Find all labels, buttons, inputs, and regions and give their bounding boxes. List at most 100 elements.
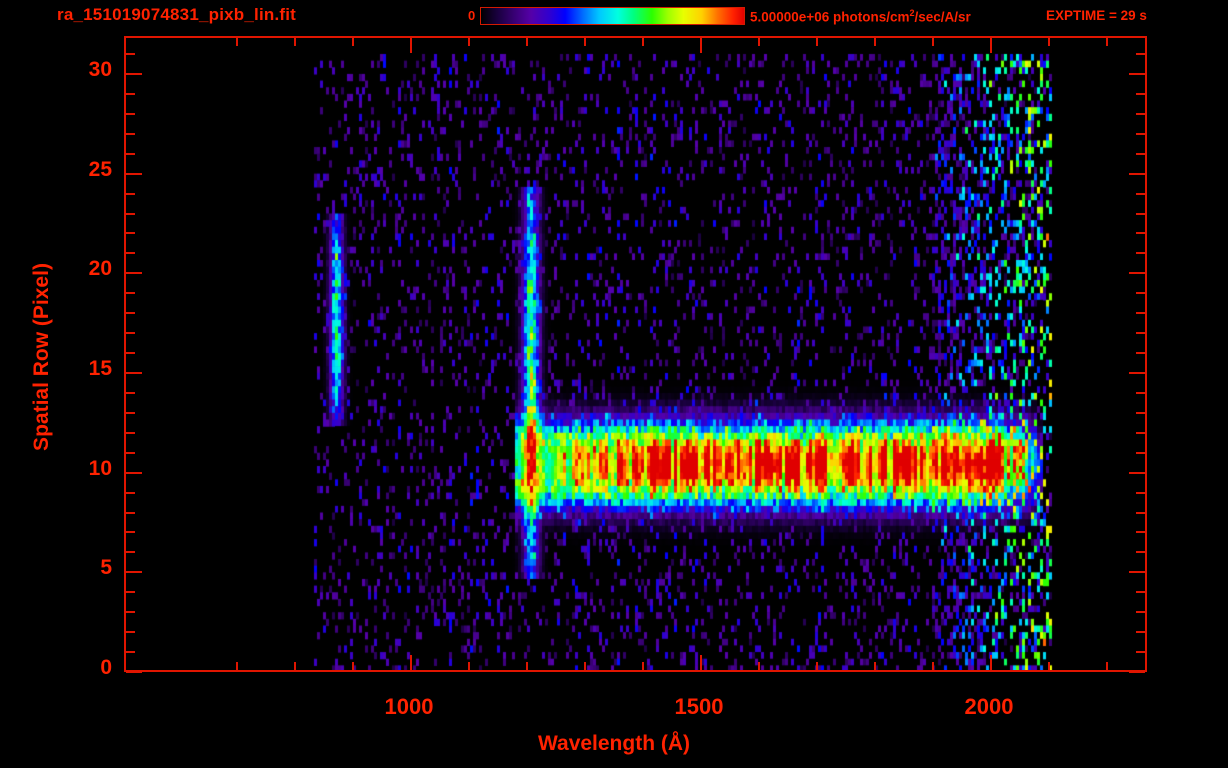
x-tick-top-700 — [236, 38, 238, 46]
colorbar-max-value: 5.00000e+06 — [750, 9, 830, 25]
colorbar-max-label: 5.00000e+06 photons/cm2/sec/A/sr — [750, 8, 971, 25]
y-tick-label-20: 20 — [88, 257, 112, 281]
y-tick-right-14 — [1136, 391, 1145, 394]
colorbar-min-label: 0 — [468, 8, 476, 23]
y-tick-23 — [126, 212, 135, 215]
y-tick-5 — [126, 571, 142, 574]
y-tick-right-31 — [1136, 53, 1145, 56]
x-tick-1500 — [700, 655, 702, 670]
y-tick-7 — [126, 531, 135, 534]
x-axis-title: Wavelength (Å) — [537, 732, 691, 755]
y-tick-right-10 — [1129, 471, 1145, 474]
y-tick-19 — [126, 292, 135, 295]
x-tick-top-2100 — [1048, 38, 1050, 46]
y-tick-17 — [126, 332, 135, 335]
x-tick-2000 — [990, 655, 992, 670]
colorbar-units-pre: photons/cm — [829, 9, 910, 25]
y-tick-right-28 — [1136, 112, 1145, 115]
colorbar-units-post: /sec/A/sr — [914, 9, 971, 25]
colorbar-units-exponent: 2 — [909, 8, 915, 18]
x-tick-1600 — [758, 662, 760, 670]
y-tick-22 — [126, 232, 135, 235]
y-tick-25 — [126, 172, 142, 175]
y-tick-right-21 — [1136, 252, 1145, 255]
y-tick-15 — [126, 372, 142, 374]
x-tick-1700 — [816, 662, 818, 670]
y-tick-14 — [126, 391, 135, 394]
y-tick-right-29 — [1136, 92, 1145, 95]
y-tick-20 — [126, 272, 142, 275]
x-tick-top-900 — [352, 38, 354, 46]
y-tick-27 — [126, 132, 135, 135]
y-tick-right-26 — [1136, 152, 1145, 155]
x-tick-top-1600 — [758, 38, 760, 46]
x-tick-top-1400 — [642, 38, 644, 46]
y-tick-label-0: 0 — [100, 656, 112, 679]
x-tick-top-1000 — [410, 38, 412, 53]
spectrogram-image — [126, 38, 1145, 670]
x-tick-1300 — [584, 662, 586, 670]
x-tick-top-1800 — [874, 38, 876, 46]
y-tick-right-13 — [1136, 411, 1145, 414]
colorbar-gradient — [481, 8, 744, 24]
y-tick-right-6 — [1136, 551, 1145, 554]
colorbar — [480, 7, 745, 25]
y-tick-right-15 — [1129, 372, 1145, 374]
y-tick-30 — [126, 73, 142, 75]
x-tick-top-2000 — [990, 38, 992, 53]
x-tick-1800 — [874, 662, 876, 670]
y-tick-right-18 — [1136, 312, 1145, 315]
x-tick-top-2200 — [1106, 38, 1108, 46]
y-tick-21 — [126, 252, 135, 255]
y-tick-1 — [126, 651, 135, 654]
x-tick-1900 — [932, 662, 934, 670]
y-tick-12 — [126, 431, 135, 434]
y-tick-label-10: 10 — [88, 456, 112, 480]
file-title: ra_151019074831_pixb_lin.fit — [57, 5, 297, 24]
x-tick-800 — [294, 662, 296, 670]
y-tick-right-12 — [1136, 431, 1145, 434]
x-tick-1400 — [642, 662, 644, 670]
y-tick-right-25 — [1129, 172, 1145, 175]
x-tick-top-1200 — [526, 38, 528, 46]
y-tick-right-16 — [1136, 352, 1145, 355]
y-tick-26 — [126, 152, 135, 155]
y-tick-10 — [126, 471, 142, 474]
y-tick-6 — [126, 551, 135, 554]
y-tick-4 — [126, 591, 135, 594]
y-tick-right-5 — [1129, 571, 1145, 574]
y-tick-right-0 — [1129, 671, 1145, 673]
x-tick-900 — [352, 662, 354, 670]
y-tick-label-25: 25 — [88, 157, 112, 181]
y-tick-2 — [126, 631, 135, 634]
y-tick-right-11 — [1136, 451, 1145, 454]
y-tick-31 — [126, 53, 135, 56]
y-tick-right-4 — [1136, 591, 1145, 594]
y-tick-right-22 — [1136, 232, 1145, 235]
y-tick-28 — [126, 112, 135, 115]
y-tick-11 — [126, 451, 135, 454]
y-tick-29 — [126, 92, 135, 95]
x-tick-label-2000: 2000 — [964, 694, 1014, 719]
y-tick-right-7 — [1136, 531, 1145, 534]
y-tick-label-15: 15 — [88, 357, 112, 380]
x-tick-1100 — [468, 662, 470, 670]
x-tick-top-1700 — [816, 38, 818, 46]
y-tick-right-27 — [1136, 132, 1145, 135]
y-tick-18 — [126, 312, 135, 315]
plot-frame — [124, 36, 1147, 673]
x-tick-top-1100 — [468, 38, 470, 46]
y-tick-right-23 — [1136, 212, 1145, 215]
x-tick-label-1500: 1500 — [674, 694, 724, 719]
y-tick-24 — [126, 192, 135, 195]
y-tick-label-30: 30 — [88, 58, 112, 81]
y-tick-right-24 — [1136, 192, 1145, 195]
y-tick-right-3 — [1136, 611, 1145, 614]
y-tick-13 — [126, 411, 135, 414]
y-tick-label-5: 5 — [100, 556, 112, 580]
y-tick-8 — [126, 511, 135, 514]
x-tick-1000 — [410, 655, 412, 670]
y-tick-right-17 — [1136, 332, 1145, 335]
x-tick-1200 — [526, 662, 528, 670]
